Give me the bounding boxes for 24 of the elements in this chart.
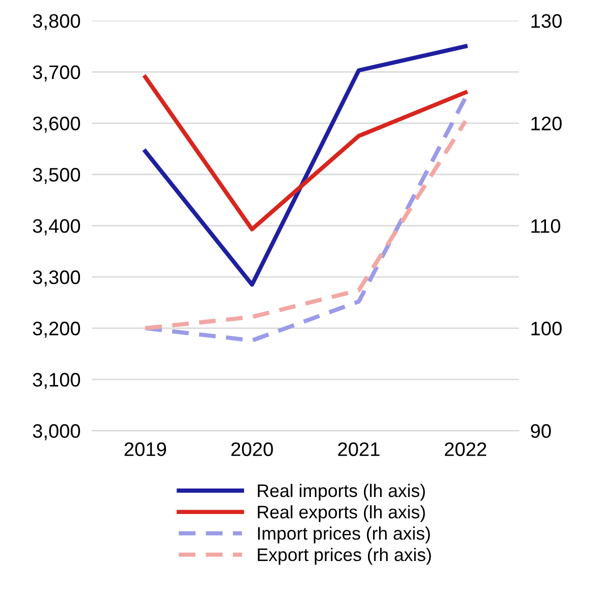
legend-label: Export prices (rh axis) [258, 548, 431, 565]
y-tick-label: 3,400 [32, 219, 80, 236]
y2-tick-label: 130 [531, 14, 562, 28]
y-tick-label: 3,300 [32, 270, 80, 286]
y-tick-label: 3,000 [32, 424, 80, 440]
y-tick-label: 3,200 [32, 322, 80, 338]
y2-tick-label: 100 [531, 322, 562, 336]
x-tick-label: 2022 [444, 442, 486, 456]
y-tick-label: 3,700 [32, 65, 80, 82]
legend-label: Import prices (rh axis) [258, 526, 430, 544]
y-tick-label: 3,800 [32, 14, 80, 30]
y-tick-label: 3,500 [32, 168, 80, 184]
y2-tick-label: 110 [531, 219, 560, 233]
legend-label: Real exports (lh axis) [258, 505, 425, 522]
y-tick-label: 3,600 [32, 116, 80, 133]
line-series [143, 74, 468, 232]
x-tick-label: 2021 [338, 442, 380, 456]
line-series [143, 44, 468, 287]
y-tick-label: 3,100 [32, 372, 80, 389]
x-tick-label: 2020 [231, 442, 273, 456]
y2-tick-label: 90 [530, 424, 551, 438]
legend-label: Real imports (lh axis) [258, 484, 425, 501]
x-tick-label: 2019 [124, 442, 166, 456]
y2-tick-label: 120 [531, 116, 562, 130]
